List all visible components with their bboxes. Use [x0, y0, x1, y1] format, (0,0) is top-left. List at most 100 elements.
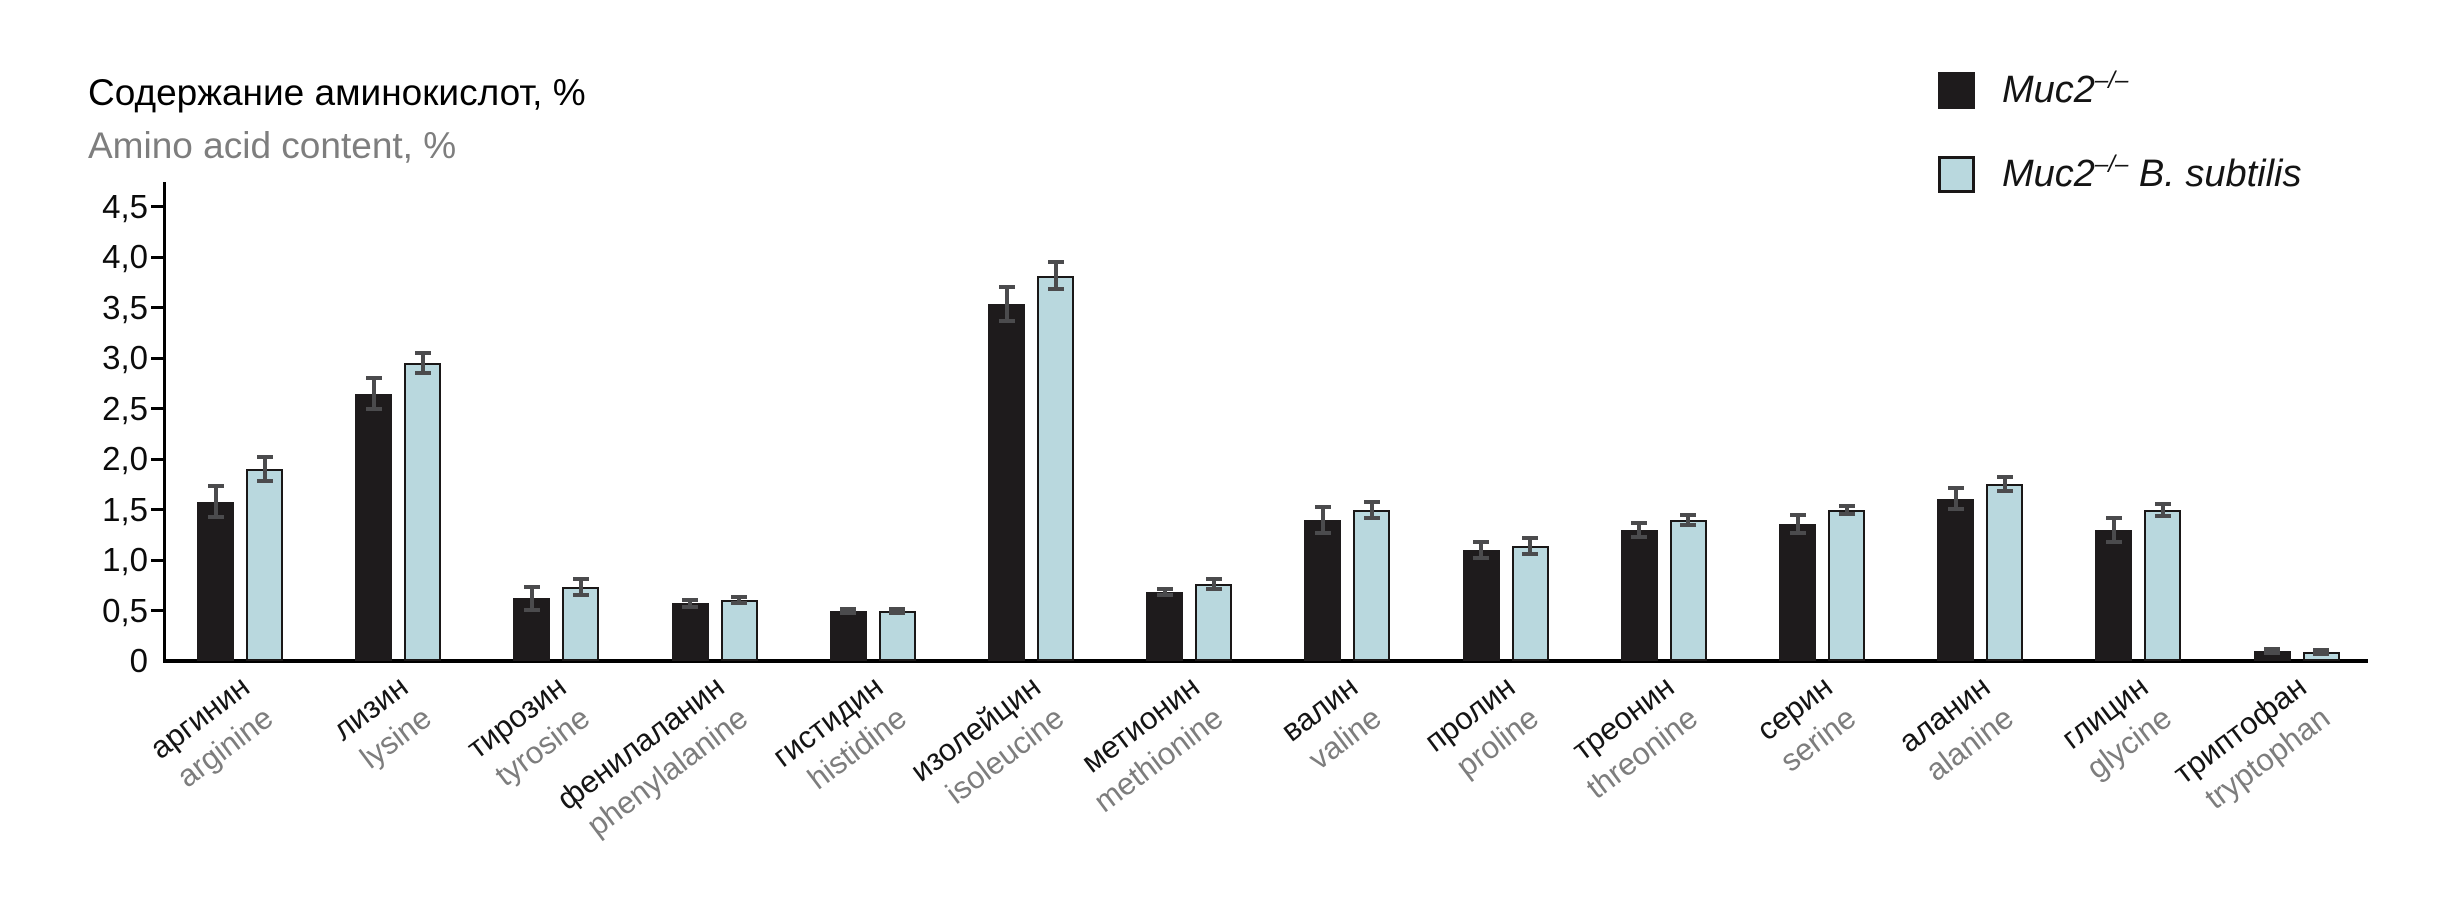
legend-label-muc2-bsubtilis-sup: –/– [2094, 150, 2129, 178]
error-bar-segment [1953, 486, 1958, 511]
error-bar-segment [1637, 520, 1642, 539]
bar-muc2-bsubtilis [562, 587, 600, 661]
x-label: триптофан tryptophan [2166, 667, 2338, 823]
bar-muc2-bsubtilis [1195, 584, 1233, 661]
error-bar-segment [2319, 647, 2324, 656]
error-bar [1047, 260, 1064, 291]
legend-label-muc2-text: Muc2 [2002, 68, 2095, 111]
x-axis-line [163, 659, 2368, 663]
error-bar [889, 606, 906, 615]
error-bar-segment [1320, 504, 1325, 535]
bar-muc2-bsubtilis [1828, 509, 1865, 661]
error-bar-segment [1053, 260, 1058, 291]
x-label: валин valine [1273, 667, 1389, 781]
error-bar [414, 351, 431, 376]
bar-muc2-bsubtilis [404, 363, 442, 661]
y-tick [151, 205, 165, 209]
error-bar [840, 606, 857, 615]
y-tick-label: 0,5 [102, 591, 148, 629]
error-bar [207, 484, 224, 519]
bar-muc2-bsubtilis [2144, 509, 2182, 661]
error-bar [523, 585, 540, 612]
error-bar [998, 284, 1015, 323]
legend-label-muc2: Muc2–/– [2002, 66, 2129, 112]
error-bar-segment [1211, 577, 1216, 592]
error-bar-segment [2160, 501, 2165, 518]
y-tick-label: 4,0 [102, 238, 148, 276]
bar-muc2 [355, 393, 393, 661]
y-tick [151, 457, 165, 461]
bar-muc2 [1937, 498, 1975, 661]
bar-muc2-bsubtilis [1669, 519, 1707, 661]
y-tick-label: 4,5 [102, 187, 148, 225]
x-label: аргинин arginine [142, 667, 281, 798]
x-label: аланин alanine [1891, 667, 2021, 792]
bar-muc2-bsubtilis [1353, 509, 1391, 661]
error-bar-segment [420, 351, 425, 376]
error-bar [1838, 503, 1855, 516]
y-tick [151, 609, 165, 613]
x-label: лизин lysine [325, 667, 439, 780]
x-label: изолейцин isoleucine [903, 667, 1072, 821]
error-bar [256, 455, 273, 484]
legend-swatch-muc2-bsubtilis [1938, 155, 1975, 193]
y-tick [151, 306, 165, 310]
chart-title: Содержание аминокислот, % Amino acid con… [88, 66, 586, 172]
error-bar [2313, 647, 2330, 656]
error-bar [2264, 646, 2281, 655]
bar-muc2 [1779, 523, 1816, 661]
error-bar [1947, 486, 1964, 511]
bar-muc2 [1304, 519, 1342, 661]
error-bar-segment [529, 585, 534, 612]
y-tick-label: 2,5 [102, 389, 148, 427]
error-bar-segment [737, 595, 742, 606]
error-bar-segment [578, 577, 583, 598]
error-bar [1996, 475, 2013, 494]
error-bar [1789, 512, 1806, 535]
y-tick-label: 2,0 [102, 440, 148, 478]
bar-muc2-bsubtilis [720, 600, 758, 661]
bar-muc2 [1146, 592, 1184, 661]
error-bar [1363, 499, 1380, 520]
y-tick-label: 3,0 [102, 339, 148, 377]
legend-item-muc2: Muc2–/– [1938, 66, 2301, 112]
x-label: метионин methionine [1062, 667, 1230, 821]
bar-muc2 [671, 603, 709, 661]
error-bar-segment [1844, 503, 1849, 516]
bar-muc2 [1462, 550, 1500, 661]
y-tick-label: 1,5 [102, 490, 148, 528]
bar-muc2 [829, 610, 867, 661]
error-bar-segment [1686, 512, 1691, 527]
error-bar [731, 595, 748, 606]
x-label: гистидин histidine [764, 667, 913, 806]
legend-label-muc2-sup: –/– [2094, 66, 2129, 94]
error-bar-segment [1479, 539, 1484, 561]
error-bar [682, 598, 699, 609]
x-label: глицин glycine [2054, 667, 2179, 788]
error-bar [572, 577, 589, 598]
error-bar-segment [2111, 515, 2116, 544]
error-bar [1522, 535, 1539, 557]
y-tick [151, 356, 165, 360]
y-tick-label: 1,0 [102, 541, 148, 579]
chart-title-en: Amino acid content, % [88, 125, 457, 166]
error-bar [1631, 520, 1648, 539]
bar-muc2 [988, 303, 1025, 661]
y-tick [151, 558, 165, 562]
y-tick-label: 0 [129, 642, 148, 679]
x-label: серин serine [1749, 667, 1863, 780]
bar-muc2 [2095, 529, 2133, 661]
error-bar [2105, 515, 2122, 544]
legend-item-muc2-bsubtilis: Muc2–/– B. subtilis [1938, 150, 2302, 195]
y-tick [151, 508, 165, 512]
bar-muc2-bsubtilis [1037, 275, 1074, 661]
x-label: пролин proline [1417, 667, 1546, 791]
error-bar-segment [688, 598, 693, 609]
legend-label-muc2-bsubtilis: Muc2–/– B. subtilis [2002, 150, 2302, 195]
bar-muc2 [2253, 650, 2291, 661]
error-bar-segment [2270, 646, 2275, 655]
error-bar-segment [1162, 587, 1167, 598]
error-bar-segment [2002, 475, 2007, 494]
error-bar [1473, 539, 1490, 561]
